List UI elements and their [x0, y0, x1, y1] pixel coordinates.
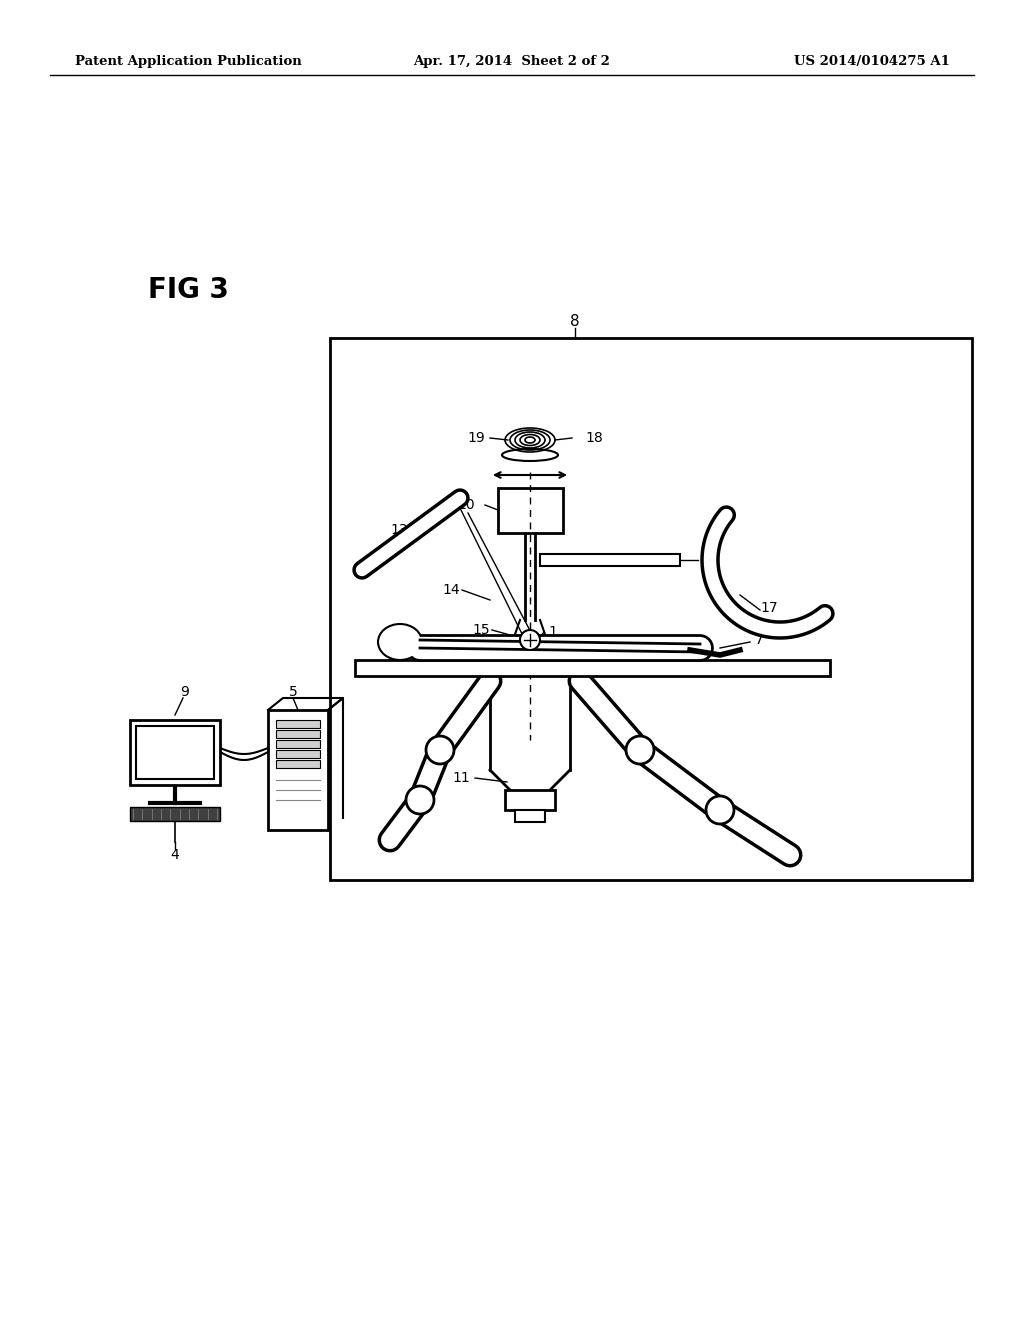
- Bar: [276, 741, 319, 748]
- Text: 7: 7: [755, 634, 764, 647]
- Text: 11: 11: [453, 771, 470, 785]
- Bar: [540, 554, 680, 566]
- Text: 17: 17: [760, 601, 777, 615]
- Ellipse shape: [426, 737, 454, 764]
- Ellipse shape: [406, 785, 434, 814]
- Ellipse shape: [706, 796, 734, 824]
- Text: 9: 9: [180, 685, 189, 700]
- Bar: [130, 807, 220, 821]
- Bar: [268, 710, 328, 830]
- Text: 14: 14: [442, 583, 460, 597]
- Bar: [276, 750, 319, 758]
- Bar: [276, 719, 319, 729]
- Text: 15: 15: [472, 623, 490, 638]
- Text: US 2014/0104275 A1: US 2014/0104275 A1: [795, 55, 950, 69]
- Text: 13: 13: [390, 523, 408, 537]
- Text: 19: 19: [467, 432, 485, 445]
- Bar: [498, 488, 563, 533]
- Text: 18: 18: [585, 432, 603, 445]
- Bar: [515, 810, 545, 822]
- Bar: [330, 338, 972, 880]
- Text: FIG 3: FIG 3: [148, 276, 229, 304]
- Ellipse shape: [520, 630, 540, 649]
- Text: 4: 4: [171, 847, 179, 862]
- Ellipse shape: [626, 737, 654, 764]
- Text: 5: 5: [289, 685, 297, 700]
- Text: Patent Application Publication: Patent Application Publication: [75, 55, 302, 69]
- Bar: [136, 726, 214, 779]
- Text: Apr. 17, 2014  Sheet 2 of 2: Apr. 17, 2014 Sheet 2 of 2: [414, 55, 610, 69]
- Text: 16: 16: [700, 553, 718, 568]
- Bar: [505, 789, 555, 810]
- Bar: [276, 760, 319, 768]
- Bar: [130, 719, 220, 785]
- Bar: [276, 730, 319, 738]
- Ellipse shape: [502, 449, 558, 461]
- Text: 8: 8: [570, 314, 580, 330]
- Text: 10: 10: [458, 498, 475, 512]
- Text: 1: 1: [548, 624, 557, 639]
- Ellipse shape: [378, 624, 422, 660]
- Bar: [355, 660, 830, 676]
